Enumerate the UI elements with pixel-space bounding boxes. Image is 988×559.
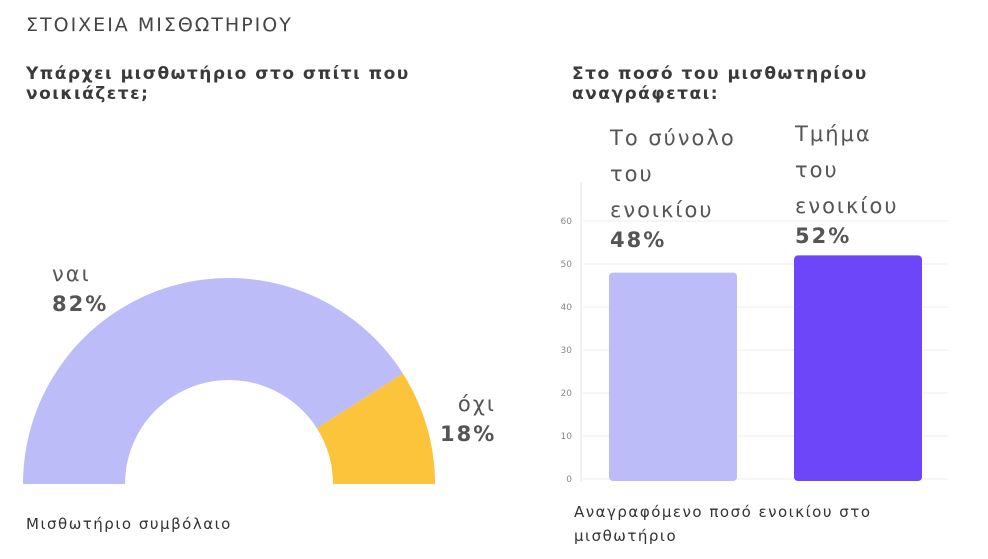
y-tick-label: 60 bbox=[561, 217, 573, 227]
y-tick-label: 50 bbox=[561, 260, 573, 270]
y-tick-label: 30 bbox=[561, 346, 573, 356]
y-tick-label: 0 bbox=[566, 475, 572, 485]
bar-part-rent bbox=[794, 255, 922, 481]
bar-1-label-line-3: ενοικίου bbox=[795, 194, 899, 218]
page-title: ΣΤΟΙΧΕΙΑ ΜΙΣΘΩΤΗΡΙΟΥ bbox=[26, 14, 293, 36]
slice-yes-label: ναι bbox=[52, 262, 91, 286]
y-tick-label: 10 bbox=[561, 432, 573, 442]
bar-caption: Αναγραφόμενο ποσό ενοικίου στο μισθωτήρι… bbox=[574, 503, 872, 545]
bar-0-label-line-2: του bbox=[610, 162, 654, 186]
bar-total-rent bbox=[609, 272, 737, 481]
y-tick-label: 40 bbox=[561, 303, 573, 313]
donut-chart-title: Υπάρχει μισθωτήριο στο σπίτι που νοικιάζ… bbox=[26, 64, 410, 104]
bar-1-label-line-2: του bbox=[795, 158, 839, 182]
donut-caption: Μισθωτήριο συμβόλαιο bbox=[26, 515, 232, 533]
slice-no-label: όχι bbox=[457, 392, 496, 416]
bar-1-percent: 52% bbox=[795, 224, 852, 248]
y-axis-ticks: 0 10 20 30 40 50 60 bbox=[561, 217, 573, 485]
bar-0-label: Το σύνολο του ενοικίου 48% bbox=[610, 120, 736, 252]
bar-0-label-line-3: ενοικίου bbox=[610, 198, 714, 222]
bar-1-label-line-1: Τμήμα bbox=[795, 122, 872, 146]
bar-0-label-line-1: Το σύνολο bbox=[610, 126, 736, 150]
bar-chart-title: Στο ποσό του μισθωτηρίου αναγράφεται: bbox=[572, 64, 868, 104]
donut-label-no: όχι 18% bbox=[440, 386, 496, 446]
bar-1-label: Τμήμα του ενοικίου 52% bbox=[795, 116, 899, 248]
bar-0-percent: 48% bbox=[610, 228, 667, 252]
donut-label-yes: ναι 82% bbox=[52, 256, 108, 316]
donut-slice-no bbox=[316, 373, 435, 484]
donut-slice-yes bbox=[23, 278, 403, 484]
slice-yes-percent: 82% bbox=[52, 292, 109, 316]
slice-no-percent: 18% bbox=[440, 422, 497, 446]
y-tick-label: 20 bbox=[561, 389, 573, 399]
